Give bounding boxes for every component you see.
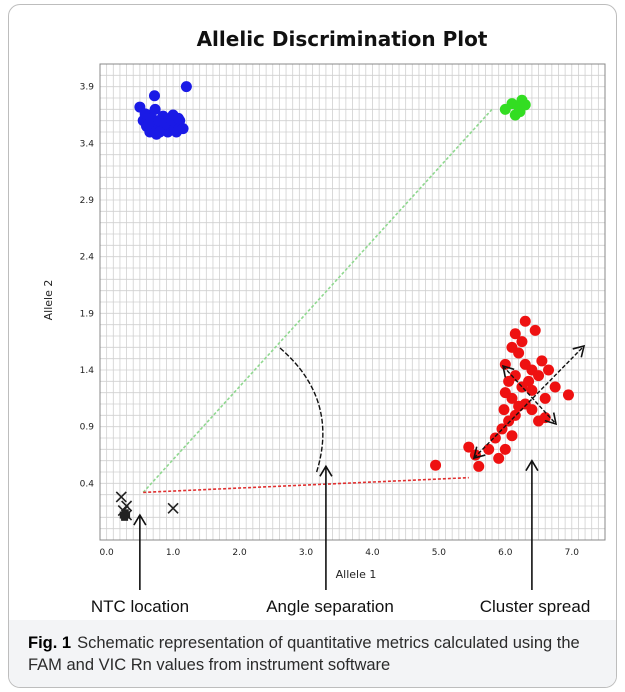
y-tick-label: 2.4	[80, 253, 95, 263]
red-data-point	[539, 392, 551, 404]
plot-border	[99, 63, 606, 541]
annotation-label: Angle separation	[266, 597, 394, 616]
blue-data-point	[180, 81, 192, 93]
cluster-spread-arrow-short-head	[501, 364, 515, 378]
red-data-point	[509, 328, 521, 340]
cluster-spread-arrow-long-head	[472, 446, 486, 460]
y-tick-label: 3.4	[80, 139, 95, 149]
x-tick-label: 3.0	[299, 548, 314, 558]
red-data-point	[549, 381, 561, 393]
cluster-spread-arrow-short-head	[544, 412, 558, 426]
red-data-point	[430, 459, 442, 471]
caption-background	[9, 620, 616, 687]
red-data-point	[483, 443, 495, 455]
chart-title: Allelic Discrimination Plot	[197, 27, 488, 51]
annotation-arrow-head	[133, 513, 147, 526]
scatter-points	[115, 81, 574, 521]
x-tick-label: 0.0	[99, 548, 114, 558]
allelic-discrimination-chart: Allelic Discrimination Plot 0.0 1.0 2.0 3.0…	[42, 27, 606, 616]
annotation-arrows: NTC location Angle separation Cluster spre…	[91, 344, 591, 616]
y-tick-label: 1.9	[80, 309, 95, 319]
red-data-point	[503, 375, 515, 387]
x-tick-label: 4.0	[365, 548, 380, 558]
red-data-point	[543, 364, 555, 376]
caption-text: Schematic representation of quantitative…	[28, 634, 580, 674]
red-data-point	[529, 324, 541, 336]
annotation-arrow-head	[319, 464, 333, 477]
cluster-spread-arrow-long-head	[572, 344, 586, 358]
red-data-point	[536, 355, 548, 367]
blue-data-point	[143, 118, 155, 130]
blue-data-point	[148, 90, 160, 102]
figure-frame	[8, 4, 617, 688]
red-reference-line	[143, 476, 469, 494]
blue-data-point	[149, 103, 161, 115]
red-data-point	[473, 460, 485, 472]
red-data-point	[523, 375, 535, 387]
blue-data-point	[177, 123, 189, 135]
red-data-point	[533, 370, 545, 382]
ntc-square-marker	[121, 513, 129, 521]
x-axis-label: Allele 1	[336, 568, 377, 581]
x-tick-label: 6.0	[498, 548, 513, 558]
red-data-point	[526, 384, 538, 396]
annotation-arrow-head	[525, 459, 539, 472]
axis-ticks: 0.0 1.0 2.0 3.0 4.0 5.0 6.0 7.0 0.4 0.9 1.4 1.9 2.4 2…	[80, 83, 580, 558]
red-data-point	[489, 432, 501, 444]
annotation-label: NTC location	[91, 597, 189, 616]
y-tick-label: 1.4	[80, 366, 95, 376]
x-stroke	[115, 491, 127, 503]
x-tick-label: 1.0	[166, 548, 181, 558]
angle-arc	[279, 347, 324, 475]
y-axis-label: Allele 2	[42, 280, 55, 321]
caption-label: Fig. 1	[28, 634, 72, 652]
red-data-point	[463, 441, 475, 453]
red-data-point	[562, 389, 574, 401]
red-data-point	[506, 430, 518, 442]
red-data-point	[506, 341, 518, 353]
green-reference-line	[142, 108, 493, 493]
ntc-x-marker	[115, 491, 127, 503]
ntc-x-marker	[167, 502, 179, 514]
y-tick-label: 0.9	[80, 423, 95, 433]
x-tick-label: 2.0	[232, 548, 247, 558]
red-data-point	[499, 443, 511, 455]
x-stroke	[167, 502, 179, 514]
annotation-label: Cluster spread	[480, 597, 591, 616]
y-tick-label: 3.9	[80, 83, 95, 93]
cluster-spread-arrow-short	[502, 365, 557, 425]
y-tick-label: 0.4	[80, 479, 95, 489]
cluster-spread-arrow-long	[473, 345, 585, 459]
red-data-point	[498, 404, 510, 416]
red-data-point	[499, 387, 511, 399]
figure-caption: Fig. 1 Schematic representation of quanti…	[28, 632, 603, 676]
green-data-point	[514, 106, 526, 118]
blue-data-point	[154, 126, 166, 138]
red-data-point	[493, 452, 505, 464]
reference-lines	[142, 108, 493, 494]
red-data-point	[516, 336, 528, 348]
x-tick-label: 7.0	[565, 548, 580, 558]
y-tick-label: 2.9	[80, 196, 95, 206]
red-data-point	[519, 315, 531, 327]
red-data-point	[526, 404, 538, 416]
blue-data-point	[172, 112, 184, 124]
x-tick-label: 5.0	[432, 548, 447, 558]
plot-grid	[99, 63, 606, 541]
